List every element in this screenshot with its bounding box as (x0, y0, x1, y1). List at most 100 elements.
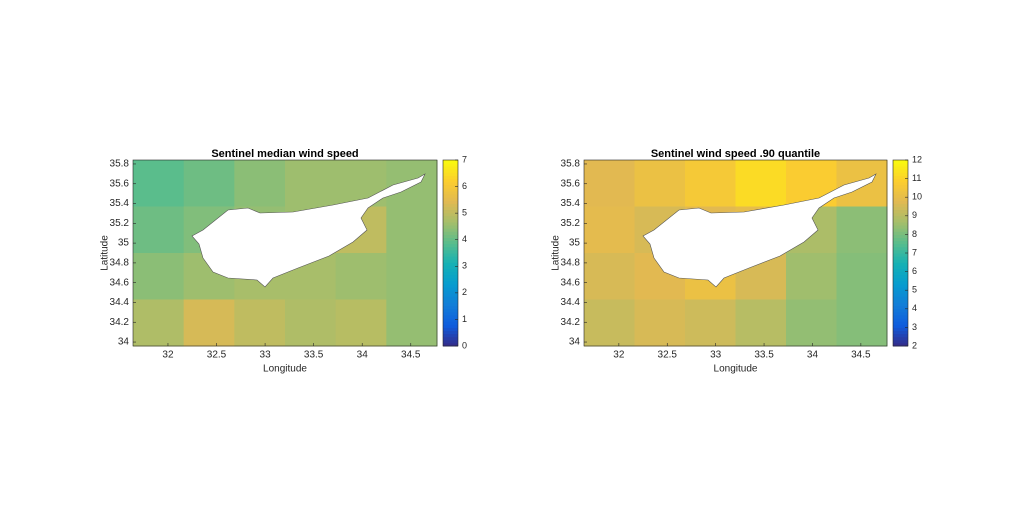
y-tick-label: 34.2 (110, 317, 130, 328)
y-tick-label: 35 (118, 238, 130, 249)
colorbar-segment (443, 271, 458, 276)
heat-cell (584, 160, 635, 207)
colorbar-segment (443, 339, 458, 344)
colorbar-segment (893, 237, 908, 242)
colorbar-tick-label: 0 (462, 340, 467, 350)
heat-cell (183, 299, 235, 347)
colorbar-segment (893, 200, 908, 204)
y-tick-label: 34.6 (110, 277, 130, 288)
heat-cell (786, 253, 837, 300)
colorbar-segment (893, 327, 908, 331)
colorbar-segment (443, 222, 458, 226)
colorbar-segment (893, 305, 908, 310)
colorbar-segment (443, 305, 458, 310)
colorbar-segment (893, 308, 908, 313)
colorbar-segment (893, 302, 908, 307)
heat-cell (335, 253, 387, 300)
colorbar-segment (443, 249, 458, 254)
heat-cell (386, 299, 438, 347)
y-tick-label: 35.6 (110, 178, 130, 189)
colorbar-segment (443, 234, 458, 238)
chart-title: Sentinel median wind speed (211, 148, 358, 160)
colorbar-segment (893, 243, 908, 248)
y-tick-label: 35.6 (561, 178, 581, 189)
colorbar-segment (443, 342, 458, 347)
colorbar-segment (443, 212, 458, 217)
colorbar-segment (443, 318, 458, 322)
colorbar-segment (893, 315, 908, 319)
colorbar-segment (443, 308, 458, 313)
colorbar-segment (443, 172, 458, 176)
heat-cell (685, 299, 736, 347)
colorbar-segment (893, 339, 908, 344)
colorbar-segment (443, 181, 458, 186)
x-tick-label: 32 (162, 350, 174, 361)
colorbar-segment (893, 197, 908, 201)
colorbar-segment (893, 259, 908, 263)
colorbar-segment (443, 256, 458, 260)
heat-cell (183, 160, 235, 207)
colorbar-tick-label: 10 (912, 192, 922, 202)
colorbar-segment (893, 240, 908, 245)
colorbar-segment (893, 169, 908, 173)
colorbar-segment (443, 240, 458, 245)
colorbar-segment (893, 284, 908, 288)
colorbar-segment (443, 218, 458, 223)
colorbar-segment (443, 277, 458, 282)
heat-cell (634, 160, 686, 207)
colorbar-segment (443, 330, 458, 335)
heat-cell (735, 160, 787, 207)
x-tick-label: 33 (710, 350, 722, 361)
colorbar-tick-label: 8 (912, 229, 917, 239)
colorbar-segment (443, 262, 458, 266)
colorbar-segment (443, 290, 458, 294)
colorbar-segment (893, 231, 908, 235)
colorbar-segment (443, 327, 458, 331)
colorbar-segment (893, 160, 908, 164)
y-tick-label: 34.4 (561, 297, 581, 308)
heat-cell (735, 299, 787, 347)
colorbar-segment (893, 324, 908, 328)
colorbar-tick-label: 3 (912, 322, 917, 332)
heat-cell (285, 160, 337, 207)
colorbar-segment (443, 253, 458, 257)
heat-cell (584, 253, 635, 300)
chart-title: Sentinel wind speed .90 quantile (651, 148, 820, 160)
x-tick-label: 34 (807, 350, 819, 361)
colorbar-segment (443, 175, 458, 180)
colorbar-segment (893, 191, 908, 195)
colorbar-segment (893, 249, 908, 254)
colorbar-segment (893, 293, 908, 297)
colorbar-segment (893, 280, 908, 285)
axes-box (583, 159, 888, 347)
x-tick-label: 33.5 (304, 350, 324, 361)
colorbar-segment (893, 203, 908, 207)
colorbar-segment (443, 184, 458, 189)
y-tick-label: 35.2 (561, 218, 581, 229)
colorbar-segment (443, 302, 458, 307)
colorbar-segment (893, 228, 908, 232)
colorbar-segment (443, 311, 458, 316)
colorbar-segment (893, 287, 908, 291)
colorbar-segment (443, 206, 458, 211)
colorbar-segment (893, 262, 908, 266)
x-tick-label: 32.5 (207, 350, 227, 361)
colorbar-segment (893, 218, 908, 223)
heat-cell (234, 160, 286, 207)
y-tick-label: 35.8 (110, 159, 130, 170)
colorbar-tick-label: 3 (462, 261, 467, 271)
heat-cell (386, 206, 438, 254)
colorbar-tick-label: 5 (462, 208, 467, 218)
colorbar-segment (893, 225, 908, 229)
colorbar-segment (893, 336, 908, 341)
y-tick-label: 35.8 (561, 159, 581, 170)
colorbar-segment (443, 163, 458, 167)
colorbar-segment (893, 265, 908, 269)
colorbar-segment (893, 175, 908, 180)
heat-cell (133, 299, 185, 347)
colorbar-segment (443, 237, 458, 242)
y-tick-label: 35.2 (110, 218, 130, 229)
heat-cell (836, 206, 888, 254)
y-tick-label: 34.8 (110, 258, 130, 269)
colorbar-segment (893, 163, 908, 167)
